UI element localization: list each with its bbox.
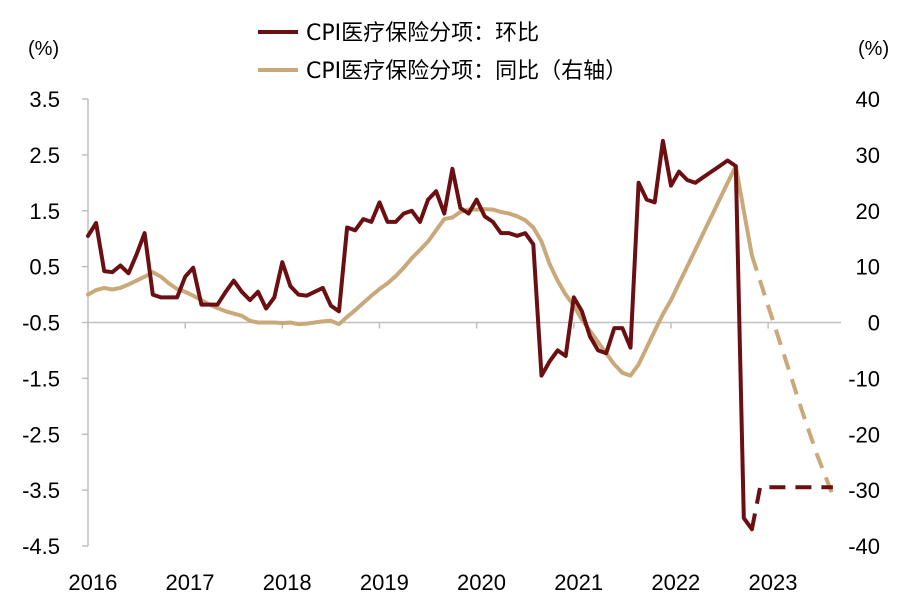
right-tick-label: 20 [856, 199, 880, 224]
right-axis: 40 30 20 10 0 -10 -20 -30 -40 [848, 87, 880, 559]
x-tick-label: 2018 [263, 570, 312, 595]
left-tick-label: -1.5 [22, 366, 60, 391]
right-tick-label: -20 [848, 422, 880, 447]
x-tick-label: 2023 [749, 570, 798, 595]
left-tick-label: 1.5 [29, 199, 60, 224]
right-tick-label: -30 [848, 478, 880, 503]
legend-label-yoy: CPI医疗保险分项：同比（右轴） [306, 59, 627, 84]
series-line-yoy [86, 164, 754, 378]
plot-area [86, 138, 835, 532]
right-tick-label: 40 [856, 87, 880, 112]
series-forecast-yoy [749, 254, 835, 497]
left-tick-label: -2.5 [22, 422, 60, 447]
right-tick-label: 0 [868, 311, 880, 336]
series-forecast-mom [749, 485, 833, 530]
x-tick-label: 2017 [166, 570, 215, 595]
right-axis-unit: (%) [858, 38, 889, 60]
x-axis: 2016 2017 2018 2019 2020 2021 2022 2023 [68, 321, 841, 595]
x-tick-label: 2022 [651, 570, 700, 595]
legend: CPI医疗保险分项：环比 CPI医疗保险分项：同比（右轴） [258, 21, 627, 84]
x-tick-label: 2020 [457, 570, 506, 595]
left-tick-label: 0.5 [29, 255, 60, 280]
right-tick-label: 10 [856, 255, 880, 280]
left-tick-label: 2.5 [29, 143, 60, 168]
right-tick-label: 30 [856, 143, 880, 168]
right-tick-label: -40 [848, 534, 880, 559]
left-tick-label: -3.5 [22, 478, 60, 503]
legend-label-mom: CPI医疗保险分项：环比 [306, 21, 539, 46]
left-tick-label: -0.5 [22, 311, 60, 336]
left-axis-unit: (%) [28, 38, 59, 60]
left-axis: 3.5 2.5 1.5 0.5 -0.5 -1.5 -2.5 -3.5 -4.5 [22, 87, 89, 559]
series-line-mom [86, 138, 754, 532]
left-tick-label: -4.5 [22, 534, 60, 559]
x-tick-label: 2016 [68, 570, 117, 595]
x-tick-label: 2019 [360, 570, 409, 595]
right-tick-label: -10 [848, 366, 880, 391]
x-tick-label: 2021 [554, 570, 603, 595]
left-tick-label: 3.5 [29, 87, 60, 112]
